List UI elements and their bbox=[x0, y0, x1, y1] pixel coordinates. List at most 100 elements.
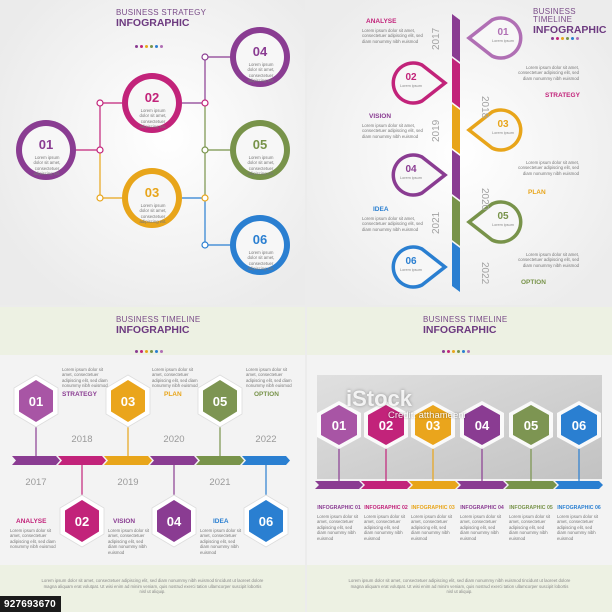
color-dots bbox=[551, 27, 581, 40]
hex-01 bbox=[321, 405, 357, 445]
analyse-text: Lorem ipsum dolor sit amet, consectetuer… bbox=[10, 528, 56, 550]
node-06-text: Lorem ipsum dolor sit amet, consectetuer… bbox=[247, 250, 275, 272]
hex-06 bbox=[249, 500, 283, 542]
panel-business-strategy: BUSINESS STRATEGY INFOGRAPHIC bbox=[0, 0, 305, 305]
idea-text: Lorem ipsum dolor sit amet, consectetuer… bbox=[362, 216, 423, 232]
label-infographic-02: INFOGRAPHIC 02 bbox=[364, 505, 408, 511]
label-option: OPTION bbox=[254, 391, 279, 398]
label-analyse: ANALYSE bbox=[366, 18, 397, 25]
plan-text: Lorem ipsum dolor sit amet, consectetuer… bbox=[152, 367, 198, 389]
option-text: Lorem ipsum dolor sit amet, consectetuer… bbox=[518, 252, 579, 268]
hex-02-num: 02 bbox=[379, 418, 393, 433]
header-band bbox=[0, 307, 305, 355]
pin-05 bbox=[466, 200, 523, 244]
label-vision: VISION bbox=[369, 113, 392, 120]
pin-02-num: 02 bbox=[405, 72, 417, 83]
pin-03-num: 03 bbox=[497, 119, 509, 130]
node-03-text: Lorem ipsum dolor sit amet, consectetuer… bbox=[139, 203, 167, 225]
label-idea: IDEA bbox=[373, 206, 389, 213]
label-plan: PLAN bbox=[164, 391, 182, 398]
svg-text:Lorem ipsum: Lorem ipsum bbox=[400, 268, 422, 272]
footer-text: Lorem ipsum dolor sit amet, consectetuer… bbox=[348, 578, 571, 594]
year-2020: 2020 bbox=[163, 434, 184, 445]
hex-03-num: 03 bbox=[121, 394, 135, 409]
color-dots bbox=[442, 340, 472, 353]
year-2021: 2021 bbox=[431, 211, 442, 234]
hex-06-num: 06 bbox=[572, 418, 586, 433]
year-2018: 2018 bbox=[479, 96, 490, 119]
hex-05 bbox=[203, 380, 237, 422]
strategy-text: Lorem ipsum dolor sit amet, consectetuer… bbox=[62, 367, 108, 389]
hex-05-num: 05 bbox=[213, 394, 227, 409]
svg-text:Lorem ipsum: Lorem ipsum bbox=[492, 131, 514, 135]
svg-text:Lorem ipsum: Lorem ipsum bbox=[400, 84, 422, 88]
label-strategy: STRATEGY bbox=[545, 92, 580, 99]
vision-text: Lorem ipsum dolor sit amet, consectetuer… bbox=[108, 528, 150, 555]
option-text: Lorem ipsum dolor sit amet, consectetuer… bbox=[246, 367, 292, 389]
node-04-text: Lorem ipsum dolor sit amet, consectetuer… bbox=[247, 62, 275, 84]
pin-03 bbox=[466, 108, 523, 152]
year-2020: 2020 bbox=[479, 188, 490, 211]
year-2019: 2019 bbox=[117, 477, 138, 488]
label-infographic-01: INFOGRAPHIC 01 bbox=[317, 505, 361, 511]
hex-02 bbox=[65, 500, 99, 542]
year-2017: 2017 bbox=[25, 477, 46, 488]
label-infographic-05: INFOGRAPHIC 05 bbox=[509, 505, 553, 511]
panel-hexagon-timeline: BUSINESS TIMELINE INFOGRAPHIC bbox=[0, 307, 305, 612]
node-04-num: 04 bbox=[253, 44, 268, 59]
svg-text:Lorem ipsum: Lorem ipsum bbox=[492, 39, 514, 43]
year-2017: 2017 bbox=[431, 27, 442, 50]
pin-01-num: 01 bbox=[497, 27, 509, 38]
hex-04-num: 04 bbox=[167, 514, 182, 529]
item-02-text: Lorem ipsum dolor sit amet, consectetuer… bbox=[364, 514, 406, 541]
panel-title: BUSINESS TIMELINE INFOGRAPHIC bbox=[423, 315, 508, 336]
node-06-num: 06 bbox=[253, 232, 267, 247]
strategy-text: Lorem ipsum dolor sit amet, consectetuer… bbox=[518, 65, 579, 81]
plan-text: Lorem ipsum dolor sit amet, consectetuer… bbox=[518, 160, 579, 176]
hex-03 bbox=[415, 405, 451, 445]
item-06-text: Lorem ipsum dolor sit amet, consectetuer… bbox=[557, 514, 599, 541]
panel-title: BUSINESS TIMELINE INFOGRAPHIC bbox=[533, 7, 607, 36]
item-03-text: Lorem ipsum dolor sit amet, consectetuer… bbox=[411, 514, 453, 541]
hex-01 bbox=[19, 380, 53, 422]
pin-01 bbox=[466, 16, 523, 60]
node-03-num: 03 bbox=[145, 185, 159, 200]
pin-04 bbox=[391, 153, 448, 197]
color-dots bbox=[135, 35, 165, 48]
hex-05-num: 05 bbox=[524, 418, 538, 433]
year-2022: 2022 bbox=[479, 262, 490, 285]
item-01-text: Lorem ipsum dolor sit amet, consectetuer… bbox=[317, 514, 359, 541]
stock-image-id: 927693670 bbox=[0, 596, 61, 612]
pin-05-num: 05 bbox=[497, 211, 509, 222]
vertical-timeline-graphic: 01 02 03 04 05 06 Lorem ipsum Lorem ipsu… bbox=[391, 14, 523, 292]
item-04-text: Lorem ipsum dolor sit amet, consectetuer… bbox=[460, 514, 502, 541]
hex-06-num: 06 bbox=[259, 514, 273, 529]
panel-vertical-timeline: BUSINESS TIMELINE INFOGRAPHIC 01 02 03 0… bbox=[307, 0, 612, 305]
header-band bbox=[307, 307, 612, 355]
watermark-credit: Credit: atthameeni bbox=[388, 410, 466, 421]
hex-06 bbox=[561, 405, 597, 445]
pin-02 bbox=[391, 61, 448, 105]
strategy-connectors: 01 02 03 04 05 06 bbox=[16, 27, 290, 275]
hex-02-num: 02 bbox=[75, 514, 89, 529]
hex-04 bbox=[464, 405, 500, 445]
svg-text:Lorem ipsum: Lorem ipsum bbox=[400, 176, 422, 180]
hex-03-num: 03 bbox=[426, 418, 440, 433]
node-02-num: 02 bbox=[145, 90, 159, 105]
label-infographic-03: INFOGRAPHIC 03 bbox=[411, 505, 455, 511]
label-option: OPTION bbox=[521, 279, 546, 286]
vision-text: Lorem ipsum dolor sit amet, consectetuer… bbox=[362, 123, 423, 139]
year-2019: 2019 bbox=[431, 119, 442, 142]
label-idea: IDEA bbox=[213, 518, 229, 525]
color-dots bbox=[135, 340, 165, 353]
node-02-text: Lorem ipsum dolor sit amet, consectetuer… bbox=[139, 108, 167, 130]
label-strategy: STRATEGY bbox=[62, 391, 97, 398]
hex-05 bbox=[513, 405, 549, 445]
node-05-text: Lorem ipsum dolor sit amet, consectetuer… bbox=[247, 155, 275, 177]
hex-03 bbox=[111, 380, 145, 422]
pin-04-num: 04 bbox=[405, 164, 417, 175]
footer-text: Lorem ipsum dolor sit amet, consectetuer… bbox=[41, 578, 264, 594]
label-analyse: ANALYSE bbox=[16, 518, 47, 525]
node-01-num: 01 bbox=[39, 137, 53, 152]
node-05-num: 05 bbox=[253, 137, 267, 152]
